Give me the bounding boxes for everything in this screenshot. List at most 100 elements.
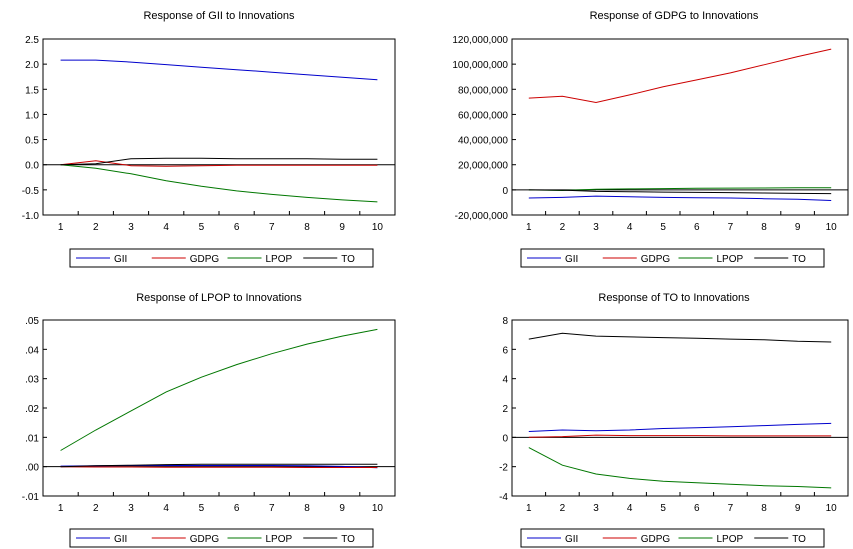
y-tick-label: -20,000,000 xyxy=(455,211,509,222)
x-tick-label: 7 xyxy=(269,503,275,514)
x-tick-label: 8 xyxy=(304,503,310,514)
x-tick-label: 8 xyxy=(761,222,767,233)
y-tick-label: -4 xyxy=(499,492,508,503)
series-line-gdpg xyxy=(60,466,378,468)
y-tick-label: 0.0 xyxy=(25,161,39,172)
y-tick-label: .00 xyxy=(25,463,39,474)
legend-label-gdpg: GDPG xyxy=(641,534,671,545)
x-tick-label: 4 xyxy=(627,503,633,514)
y-tick-label: 2.0 xyxy=(25,60,39,71)
legend: GII GDPG LPOP TO xyxy=(69,528,374,548)
chart-title: Response of TO to Innovations xyxy=(598,292,750,304)
x-tick-label: 7 xyxy=(728,222,734,233)
y-tick-label: 100,000,000 xyxy=(452,60,508,71)
legend: GII GDPG LPOP TO xyxy=(69,248,374,268)
y-tick-label: 4 xyxy=(502,375,508,386)
series-line-to xyxy=(60,463,378,468)
series-line-to xyxy=(60,157,378,166)
x-tick-label: 5 xyxy=(199,222,205,233)
y-tick-label: .02 xyxy=(25,404,39,415)
y-tick-label: 0.5 xyxy=(25,136,39,147)
y-tick-label: 20,000,000 xyxy=(458,161,508,172)
legend-label-to: TO xyxy=(341,534,355,545)
series-line-lpop xyxy=(528,187,832,192)
chart-panel-2: Response of GDPG to Innovations120,000,0… xyxy=(452,10,849,268)
legend-label-lpop: LPOP xyxy=(717,534,744,545)
x-tick-label: 9 xyxy=(339,222,345,233)
series-line-lpop xyxy=(60,164,378,203)
chart-title: Response of LPOP to Innovations xyxy=(136,292,302,304)
x-tick-label: 3 xyxy=(128,503,134,514)
legend: GII GDPG LPOP TO xyxy=(520,248,825,268)
series-line-gii xyxy=(60,59,378,81)
legend-label-to: TO xyxy=(341,254,355,265)
x-tick-label: 10 xyxy=(372,222,384,233)
y-tick-label: 2.5 xyxy=(25,35,39,46)
x-tick-label: 4 xyxy=(163,222,169,233)
x-tick-label: 1 xyxy=(526,503,532,514)
legend-label-gdpg: GDPG xyxy=(641,254,671,265)
x-tick-label: 10 xyxy=(372,503,384,514)
x-tick-label: 2 xyxy=(93,503,99,514)
x-tick-label: 6 xyxy=(694,503,700,514)
y-tick-label: .03 xyxy=(25,375,39,386)
x-tick-label: 4 xyxy=(627,222,633,233)
x-tick-label: 7 xyxy=(269,222,275,233)
chart-panel-1: Response of GII to Innovations 2.5 2.0 1.5 1… xyxy=(22,10,396,268)
x-tick-label: 6 xyxy=(234,503,240,514)
y-tick-label: -1.0 xyxy=(22,211,40,222)
x-tick-label: 6 xyxy=(234,222,240,233)
legend-label-gii: GII xyxy=(565,254,578,265)
legend-label-gdpg: GDPG xyxy=(190,534,220,545)
x-tick-label: 5 xyxy=(199,503,205,514)
y-tick-label: .05 xyxy=(25,316,39,327)
y-tick-label: -.01 xyxy=(22,492,40,503)
x-tick-label: 5 xyxy=(660,222,666,233)
y-tick-label: 80,000,000 xyxy=(458,85,508,96)
y-tick-label: -0.5 xyxy=(22,186,40,197)
x-tick-label: 9 xyxy=(795,222,801,233)
x-tick-label: 9 xyxy=(339,503,345,514)
plot-frame xyxy=(42,319,396,497)
legend-label-lpop: LPOP xyxy=(266,254,293,265)
series-line-lpop xyxy=(60,328,378,451)
legend: GII GDPG LPOP TO xyxy=(520,528,825,548)
y-tick-label: .01 xyxy=(25,433,39,444)
series-line-to xyxy=(528,332,832,343)
legend-box xyxy=(520,248,825,268)
x-tick-label: 3 xyxy=(128,222,134,233)
series-line-gii xyxy=(528,195,832,201)
x-tick-label: 1 xyxy=(58,503,64,514)
legend-label-gii: GII xyxy=(114,254,127,265)
series-line-gdpg xyxy=(528,48,832,104)
legend-label-gii: GII xyxy=(565,534,578,545)
y-tick-label: 6 xyxy=(502,345,508,356)
legend-box xyxy=(520,528,825,548)
series-line-gdpg xyxy=(528,434,832,438)
x-tick-label: 4 xyxy=(163,503,169,514)
legend-label-gdpg: GDPG xyxy=(190,254,220,265)
x-tick-label: 1 xyxy=(58,222,64,233)
series-line-gii xyxy=(528,422,832,432)
x-tick-label: 2 xyxy=(93,222,99,233)
chart-panel-4: Response of TO to Innovations 8 6 4 2 0 -2 -4 1 2… xyxy=(499,292,849,548)
x-tick-label: 10 xyxy=(826,503,838,514)
x-tick-label: 2 xyxy=(560,503,566,514)
y-tick-label: 1.5 xyxy=(25,85,39,96)
legend-label-lpop: LPOP xyxy=(717,254,744,265)
y-tick-label: 1.0 xyxy=(25,110,39,121)
legend-label-lpop: LPOP xyxy=(266,534,293,545)
x-tick-label: 5 xyxy=(660,503,666,514)
y-tick-label: -2 xyxy=(499,463,508,474)
y-tick-label: 2 xyxy=(502,404,508,415)
x-tick-label: 10 xyxy=(826,222,838,233)
y-tick-label: 0 xyxy=(502,433,508,444)
x-tick-label: 7 xyxy=(728,503,734,514)
y-tick-label: 0 xyxy=(502,186,508,197)
y-tick-label: 40,000,000 xyxy=(458,136,508,147)
chart-title: Response of GDPG to Innovations xyxy=(590,10,759,22)
legend-label-gii: GII xyxy=(114,534,127,545)
x-tick-label: 9 xyxy=(795,503,801,514)
series-line-to xyxy=(528,189,832,195)
